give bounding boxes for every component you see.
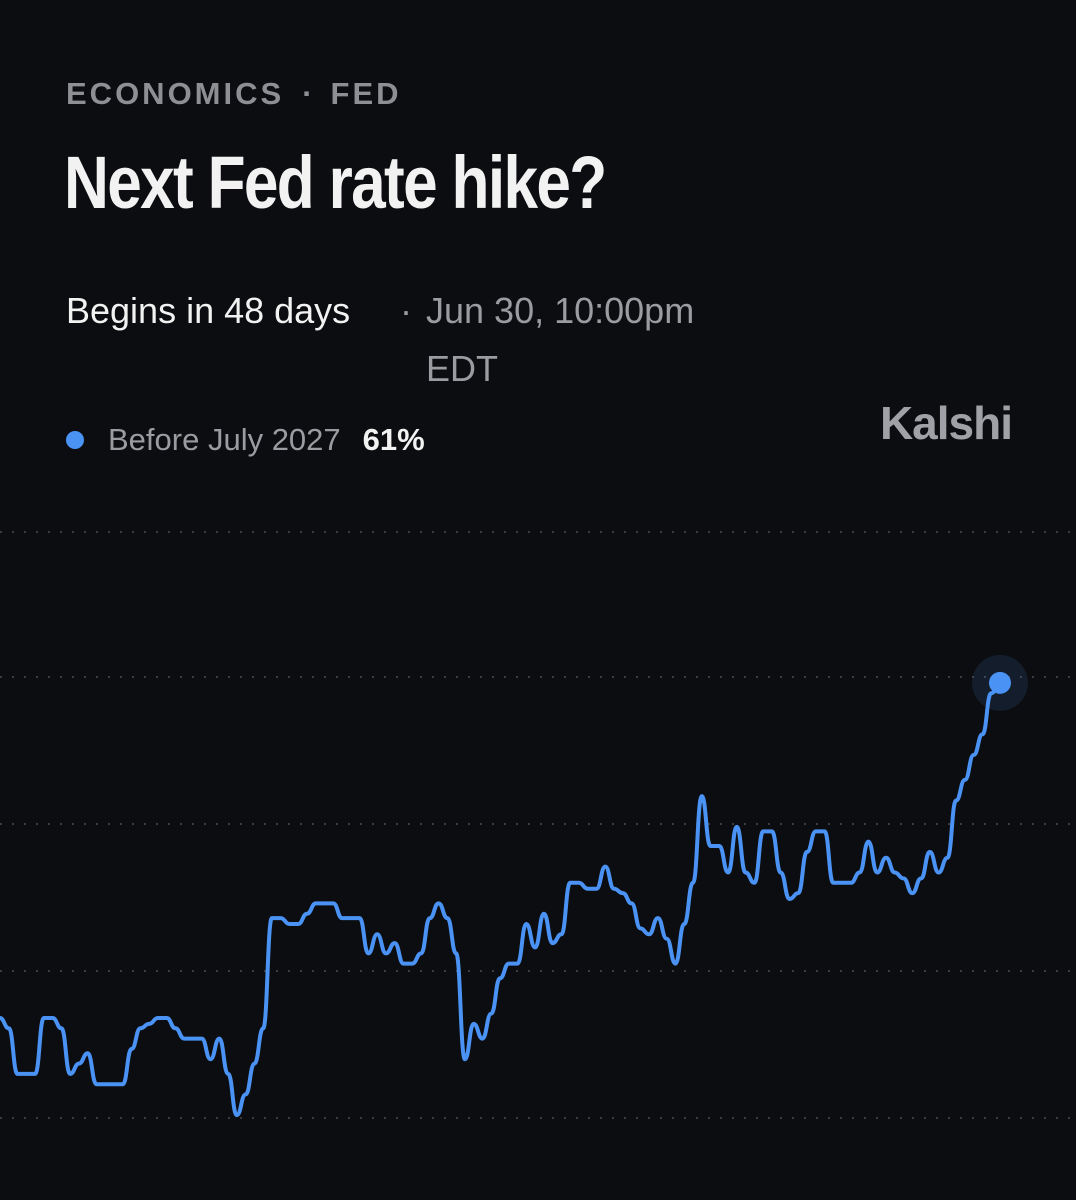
chart-gridlines bbox=[0, 531, 1076, 1119]
date-separator: · bbox=[400, 290, 412, 331]
legend-value: 61% bbox=[362, 422, 425, 457]
series-line bbox=[0, 680, 1002, 1118]
breadcrumb-separator: · bbox=[302, 76, 313, 111]
event-date: · Jun 30, 10:00pm EDT bbox=[400, 282, 820, 398]
category-label: ECONOMICS bbox=[66, 76, 285, 111]
legend-marker bbox=[66, 431, 84, 449]
begins-countdown: Begins in 48 days bbox=[66, 290, 351, 331]
legend-label: Before July 2027 bbox=[108, 422, 341, 457]
category-breadcrumb[interactable]: ECONOMICS · FED bbox=[66, 76, 402, 112]
event-date-timezone: EDT bbox=[426, 348, 498, 389]
event-date-line1: Jun 30, 10:00pm bbox=[426, 290, 695, 331]
legend-item[interactable]: Before July 2027 61% bbox=[66, 420, 425, 460]
endpoint-marker[interactable] bbox=[989, 671, 1011, 694]
probability-chart[interactable] bbox=[0, 500, 1076, 1140]
brand-logo: Kalshi bbox=[879, 397, 1013, 449]
subcategory-label: FED bbox=[330, 76, 402, 111]
page-title: Next Fed rate hike? bbox=[64, 141, 607, 224]
